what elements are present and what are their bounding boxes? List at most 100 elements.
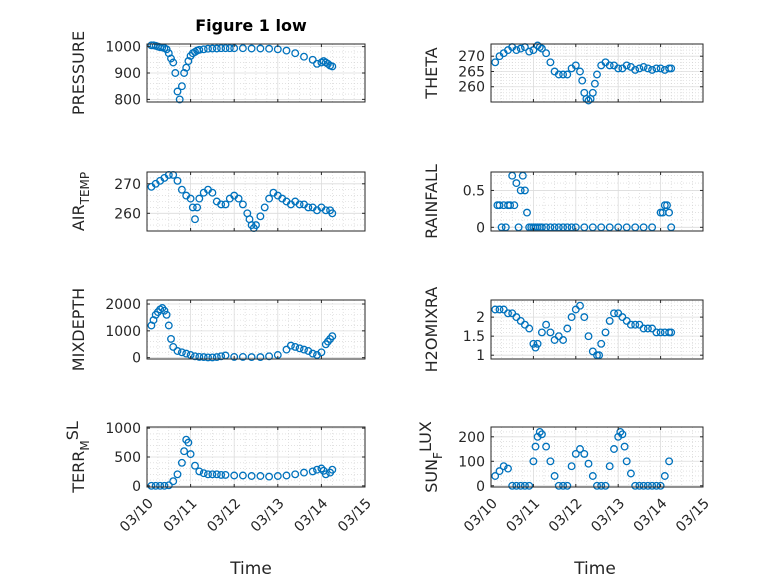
y-tick-label: 0 bbox=[132, 479, 141, 495]
data-point bbox=[525, 481, 534, 490]
data-point bbox=[328, 62, 337, 71]
data-point bbox=[584, 459, 593, 468]
data-point bbox=[212, 470, 221, 479]
data-point bbox=[182, 63, 191, 72]
x-tick-label: 03/14 bbox=[631, 496, 671, 536]
data-point bbox=[191, 461, 199, 470]
data-point bbox=[308, 349, 317, 358]
y-axis-label: RAINFALL bbox=[422, 164, 441, 239]
data-point bbox=[614, 64, 623, 73]
data-point bbox=[169, 477, 178, 486]
data-point bbox=[308, 467, 317, 476]
data-point bbox=[328, 209, 337, 218]
data-point bbox=[199, 353, 208, 362]
x-tick-label: 03/13 bbox=[588, 496, 628, 536]
data-point bbox=[256, 44, 265, 53]
y-axis-label: MIXDEPTH bbox=[69, 288, 88, 371]
data-point bbox=[221, 200, 230, 209]
y-tick-label: 1.5 bbox=[463, 329, 485, 345]
data-point bbox=[300, 345, 308, 354]
data-point bbox=[160, 306, 169, 315]
data-point bbox=[559, 336, 568, 344]
data-point bbox=[221, 44, 230, 53]
data-point bbox=[282, 46, 291, 55]
data-point bbox=[221, 470, 230, 479]
data-point bbox=[304, 203, 313, 212]
y-tick-label: 265 bbox=[458, 64, 485, 80]
y-tick-label: 260 bbox=[458, 80, 485, 96]
data-point bbox=[230, 471, 239, 480]
y-tick-label: 900 bbox=[114, 66, 141, 82]
data-point bbox=[256, 472, 265, 480]
data-point bbox=[225, 44, 234, 53]
data-point bbox=[622, 457, 631, 466]
data-point bbox=[639, 62, 648, 71]
data-point bbox=[593, 481, 601, 490]
axes-box bbox=[490, 426, 704, 488]
y-tick-label: 0 bbox=[476, 220, 485, 236]
data-point bbox=[491, 58, 500, 67]
y-tick-label: 260 bbox=[114, 206, 141, 222]
data-point bbox=[601, 481, 610, 490]
data-point bbox=[535, 427, 544, 436]
data-point bbox=[238, 471, 247, 480]
y-tick-label: 2000 bbox=[105, 297, 141, 313]
data-point bbox=[546, 328, 555, 337]
data-point bbox=[184, 438, 193, 447]
data-point bbox=[195, 352, 204, 361]
data-point bbox=[508, 481, 517, 490]
data-point bbox=[559, 481, 568, 490]
data-point bbox=[610, 309, 618, 318]
data-point bbox=[559, 70, 568, 79]
data-point bbox=[208, 470, 217, 479]
data-point bbox=[578, 76, 587, 85]
data-point bbox=[542, 320, 551, 329]
data-point bbox=[162, 45, 171, 54]
data-point bbox=[217, 44, 226, 53]
data-point bbox=[652, 64, 661, 73]
data-point bbox=[648, 481, 657, 490]
data-point bbox=[576, 445, 584, 453]
data-point bbox=[193, 203, 202, 212]
data-point bbox=[656, 328, 665, 337]
data-point bbox=[510, 201, 519, 210]
data-point bbox=[523, 208, 531, 217]
data-point bbox=[520, 481, 529, 490]
y-axis-label: AIRTEMP bbox=[69, 172, 92, 231]
data-point bbox=[265, 472, 274, 481]
axes-box bbox=[146, 299, 366, 360]
data-point bbox=[175, 95, 184, 104]
data-point bbox=[195, 467, 204, 476]
data-point bbox=[516, 44, 525, 53]
data-point bbox=[282, 471, 291, 480]
data-point bbox=[618, 430, 627, 439]
data-point bbox=[177, 458, 186, 467]
data-point bbox=[173, 470, 182, 479]
data-point bbox=[616, 427, 625, 436]
data-point bbox=[204, 353, 212, 362]
data-point bbox=[217, 470, 226, 479]
data-point bbox=[605, 462, 614, 471]
data-point bbox=[212, 353, 221, 362]
data-point bbox=[164, 481, 173, 490]
axes-box bbox=[490, 43, 704, 103]
data-point bbox=[537, 44, 546, 53]
data-point bbox=[208, 188, 217, 197]
x-tick-label: 03/15 bbox=[335, 496, 375, 536]
y-tick-label: 100 bbox=[458, 454, 485, 470]
data-point bbox=[291, 342, 300, 351]
data-point bbox=[495, 201, 504, 210]
plot-area bbox=[491, 172, 703, 231]
y-tick-label: 1000 bbox=[105, 324, 141, 340]
data-point bbox=[182, 349, 191, 358]
data-point bbox=[554, 481, 563, 490]
x-tick-label: 03/10 bbox=[117, 496, 157, 536]
y-tick-label: 270 bbox=[458, 49, 485, 65]
data-point bbox=[665, 208, 674, 217]
x-tick-label: 03/14 bbox=[291, 496, 331, 536]
y-tick-label: 1 bbox=[476, 348, 485, 364]
data-point bbox=[191, 215, 199, 224]
subplot-6: 1 1.5 2 H2OMIXRA bbox=[422, 287, 704, 372]
